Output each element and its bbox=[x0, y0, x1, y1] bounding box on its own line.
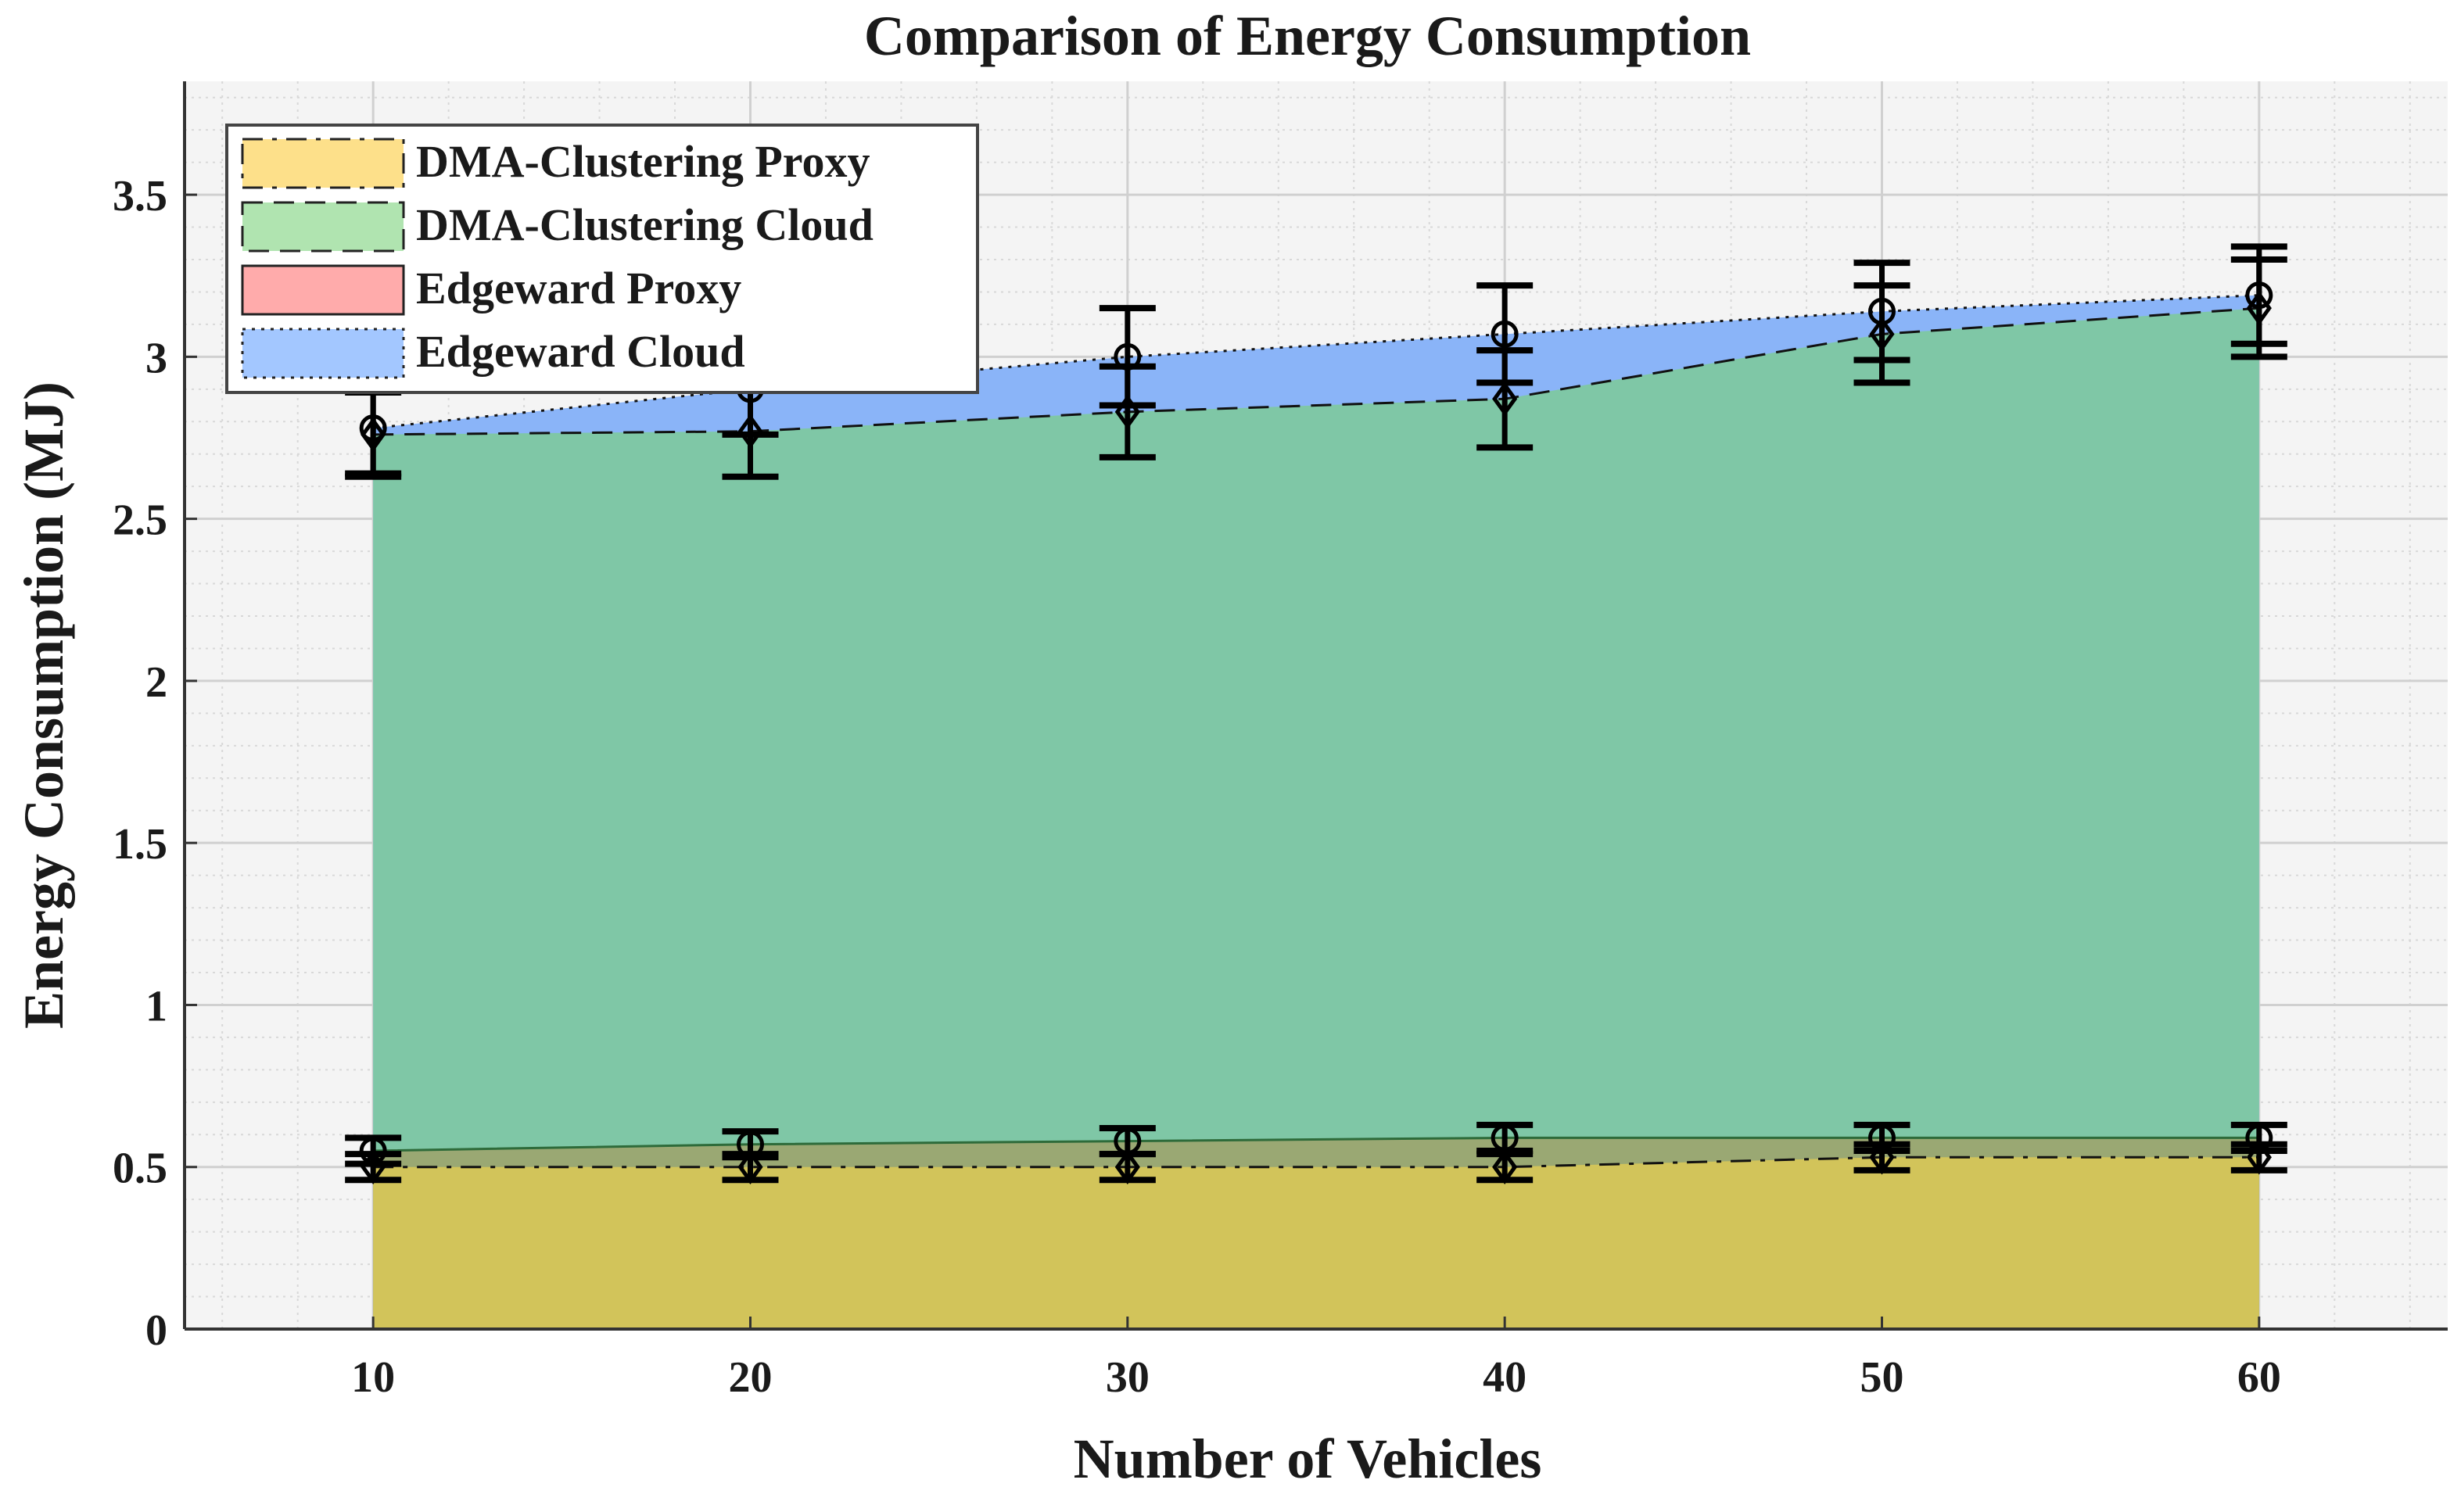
legend-label: Edgeward Cloud bbox=[416, 326, 745, 377]
legend-swatch bbox=[241, 201, 405, 253]
marker-diamond bbox=[361, 417, 386, 453]
data-point bbox=[1476, 1149, 1534, 1184]
marker-diamond bbox=[1869, 317, 1895, 352]
data-point bbox=[1853, 1121, 1910, 1154]
data-point bbox=[2230, 256, 2287, 360]
data-point bbox=[1476, 347, 1534, 451]
legend-item[interactable]: DMA-Clustering Cloud bbox=[241, 199, 874, 253]
series-lines bbox=[373, 294, 2259, 1169]
line-edgeward-proxy bbox=[373, 1136, 2259, 1152]
legend-swatch bbox=[241, 138, 405, 189]
legend-label: DMA-Clustering Proxy bbox=[416, 136, 870, 187]
line-dma-clustering-proxy bbox=[373, 1155, 2259, 1169]
area-dma-clustering-proxy bbox=[373, 1157, 2259, 1329]
legend-label: DMA-Clustering Cloud bbox=[416, 199, 874, 250]
marker-diamond bbox=[2246, 1140, 2272, 1175]
axes: 10 20 30 40 50 60 0 0.5 1 1.5 2 2.5 3 3.5 bbox=[113, 81, 2448, 1402]
y-tick-label: 1 bbox=[145, 982, 167, 1030]
y-tick-label: 3.5 bbox=[113, 172, 167, 220]
marker-circle bbox=[1491, 1123, 1519, 1152]
marker-diamond bbox=[1492, 1149, 1518, 1184]
y-axis-label: Energy Consumption (MJ) bbox=[13, 382, 75, 1029]
y-tick-label: 3 bbox=[145, 334, 167, 382]
x-tick-label: 50 bbox=[1860, 1353, 1904, 1402]
marker-diamond bbox=[1492, 381, 1518, 417]
y-tick-label: 0.5 bbox=[113, 1145, 167, 1193]
y-tick-label: 2.5 bbox=[113, 496, 167, 545]
data-point bbox=[722, 1149, 779, 1184]
data-point bbox=[1099, 1149, 1156, 1184]
y-tick-label: 1.5 bbox=[113, 820, 167, 869]
y-tick-label: 0 bbox=[145, 1306, 167, 1355]
data-point bbox=[1853, 282, 1910, 386]
x-tick-label: 30 bbox=[1106, 1353, 1150, 1402]
area-fills bbox=[373, 295, 2259, 1330]
legend-item[interactable]: Edgeward Proxy bbox=[241, 263, 741, 316]
data-point bbox=[2230, 1140, 2287, 1175]
marker-diamond bbox=[737, 1149, 763, 1184]
legend-swatch bbox=[241, 328, 405, 379]
legend[interactable]: DMA-Clustering Proxy DMA-Clustering Cloud… bbox=[225, 124, 979, 394]
x-tick-label: 20 bbox=[729, 1353, 773, 1402]
chart-title: Comparison of Energy Consumption bbox=[864, 5, 1751, 67]
marker-circle bbox=[1491, 320, 1519, 348]
legend-item[interactable]: Edgeward Cloud bbox=[241, 326, 745, 379]
area-dma-clustering-cloud bbox=[373, 308, 2259, 1329]
error-bars bbox=[345, 243, 2287, 1184]
marker-diamond bbox=[737, 414, 763, 449]
legend-label: Edgeward Proxy bbox=[416, 263, 741, 314]
x-tick-label: 10 bbox=[351, 1353, 395, 1402]
marker-diamond bbox=[1869, 1140, 1895, 1175]
marker-diamond bbox=[1114, 394, 1140, 430]
marker-diamond bbox=[1114, 1149, 1140, 1184]
marker-diamond bbox=[361, 1149, 386, 1184]
x-axis-label: Number of Vehicles bbox=[1074, 1428, 1542, 1490]
data-point bbox=[345, 1149, 402, 1184]
y-tick-label: 2 bbox=[145, 658, 167, 707]
line-dma-clustering-cloud bbox=[373, 306, 2259, 436]
x-tick-label: 40 bbox=[1483, 1353, 1526, 1402]
data-point bbox=[1853, 1140, 1910, 1175]
data-point bbox=[1099, 363, 1156, 460]
legend-item[interactable]: DMA-Clustering Proxy bbox=[241, 136, 870, 189]
legend-swatch bbox=[241, 264, 405, 316]
x-tick-label: 60 bbox=[2237, 1353, 2281, 1402]
marker-diamond bbox=[2246, 290, 2272, 326]
